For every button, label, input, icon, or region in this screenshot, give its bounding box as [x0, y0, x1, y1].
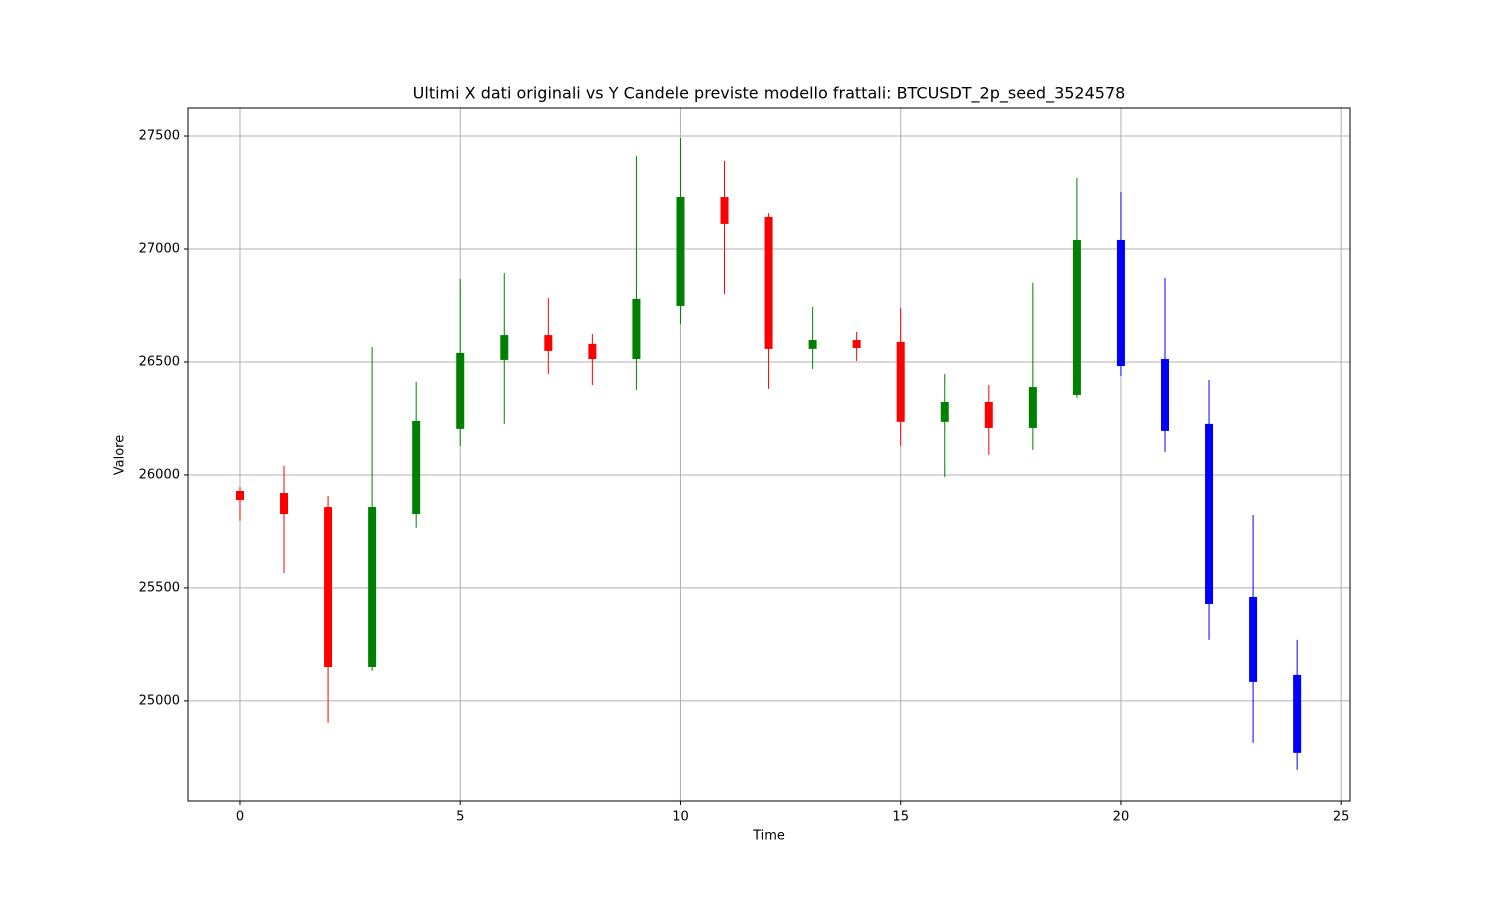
chart-title: Ultimi X dati originali vs Y Candele pre… — [413, 84, 1126, 104]
y-tick-label: 27000 — [139, 241, 180, 256]
candle-body — [544, 335, 553, 351]
x-tick-label: 20 — [1113, 810, 1130, 825]
candle-body — [1072, 239, 1081, 395]
y-tick-label: 25000 — [139, 693, 180, 708]
candle-body — [456, 352, 465, 429]
candle-body — [368, 507, 377, 668]
x-tick-label: 25 — [1333, 810, 1350, 825]
candle-body — [632, 298, 641, 360]
x-tick-label: 10 — [672, 810, 689, 825]
x-tick-label: 15 — [892, 810, 909, 825]
candle-body — [896, 341, 905, 422]
candle-body — [412, 420, 421, 515]
candle-body — [588, 343, 597, 360]
y-axis-label: Valore — [113, 435, 128, 475]
plot-frame — [187, 107, 1351, 802]
candle-body — [984, 401, 993, 428]
y-tick-label: 25500 — [139, 580, 180, 595]
candle-body — [808, 340, 817, 349]
y-tick-label: 27500 — [139, 129, 180, 144]
x-axis-label: Time — [752, 829, 785, 844]
candle-body — [1116, 239, 1125, 367]
candle-body — [852, 340, 861, 348]
candle-body — [500, 335, 509, 360]
candle-body — [235, 490, 244, 501]
candle-body — [676, 197, 685, 306]
candle-body — [1249, 596, 1258, 682]
x-tick-label: 0 — [236, 810, 244, 825]
candle-body — [764, 216, 773, 349]
y-tick-label: 26000 — [139, 467, 180, 482]
candle-body — [1160, 359, 1169, 431]
x-tick-label: 5 — [456, 810, 464, 825]
candle-body — [720, 197, 729, 224]
candle-body — [1293, 674, 1302, 753]
candle-body — [940, 401, 949, 422]
candle-body — [324, 507, 333, 668]
candle-body — [280, 493, 289, 515]
y-tick-label: 26500 — [139, 354, 180, 369]
candle-body — [1205, 423, 1214, 604]
candle-body — [1028, 387, 1037, 428]
